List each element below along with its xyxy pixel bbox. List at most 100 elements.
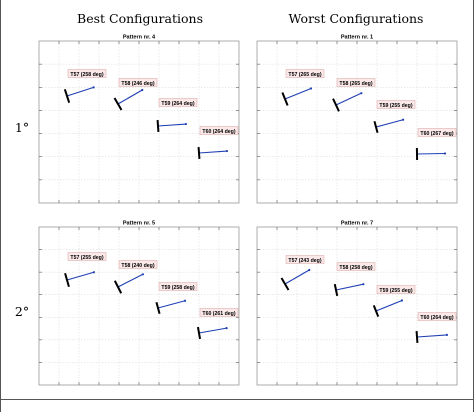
- turbine-58: T58 (265 deg): [332, 78, 376, 112]
- wake-endpoint: [362, 283, 365, 286]
- turbine-label: T57 (265 deg): [288, 72, 321, 78]
- rotor-icon: [280, 277, 290, 291]
- rotor-icon: [373, 120, 379, 134]
- wake-vector: [66, 271, 95, 281]
- turbine-57: T57 (265 deg): [281, 69, 325, 106]
- wake-endpoint: [225, 327, 228, 330]
- turbine-60: T60 (264 deg): [415, 312, 457, 344]
- column-heading-worst: Worst Configurations: [289, 11, 424, 26]
- turbine-57: T57 (243 deg): [280, 255, 325, 291]
- turbine-60: T60 (264 deg): [197, 126, 239, 160]
- turbine-label-box: [376, 285, 416, 294]
- rotor-icon: [197, 146, 201, 160]
- turbine-57: T57 (255 deg): [64, 252, 107, 288]
- turbine-label-box: [376, 100, 416, 109]
- wake-endpoint: [92, 271, 96, 274]
- turbine-label-box: [158, 98, 198, 107]
- rotor-icon: [333, 283, 339, 297]
- rotor-icon: [155, 301, 161, 315]
- turbine-label-box: [118, 260, 158, 269]
- rotor-icon: [415, 330, 419, 344]
- wake-vector: [375, 300, 403, 312]
- rotor-icon: [64, 272, 70, 288]
- turbine-60: T60 (267 deg): [415, 128, 457, 161]
- panel-4: Pattern nr. 7 T57 (243 deg) T58 (258 deg) T…: [256, 221, 458, 386]
- wake-vector: [66, 86, 94, 97]
- turbine-label: T58 (240 deg): [121, 263, 154, 269]
- turbine-label: T58 (258 deg): [339, 265, 372, 271]
- rotor-icon: [113, 97, 123, 111]
- wake-endpoint: [225, 149, 229, 153]
- turbine-label: T59 (255 deg): [379, 288, 412, 294]
- panel-title: Pattern nr. 5: [123, 221, 155, 227]
- turbine-label-box: [118, 78, 158, 87]
- turbine-label-box: [199, 308, 239, 317]
- turbine-label-box: [199, 126, 239, 135]
- panel-title: Pattern nr. 7: [341, 221, 373, 227]
- turbine-label-box: [417, 128, 457, 137]
- turbine-58: T58 (246 deg): [113, 78, 158, 111]
- wake-endpoint: [184, 122, 188, 126]
- wake-vector: [198, 327, 227, 334]
- rotor-icon: [372, 305, 380, 317]
- turbine-59: T59 (255 deg): [373, 100, 416, 134]
- panel-3: Pattern nr. 5 T57 (255 deg) T58 (240 deg) T…: [38, 221, 240, 386]
- panel-title: Pattern nr. 4: [123, 35, 156, 41]
- rotor-icon: [281, 92, 289, 106]
- turbine-label: T57 (243 deg): [288, 258, 321, 264]
- turbine-label: T58 (265 deg): [339, 81, 372, 87]
- wake-vector: [284, 269, 310, 285]
- wake-endpoint: [92, 86, 95, 89]
- column-heading-best: Best Configurations: [77, 11, 203, 26]
- row-heading-1deg: 1°: [15, 120, 29, 135]
- wake-endpoint: [401, 118, 405, 121]
- wake-endpoint: [141, 273, 145, 276]
- wake-vector: [157, 300, 186, 309]
- turbine-label: T59 (255 deg): [379, 103, 412, 109]
- turbine-label: T59 (264 deg): [161, 101, 194, 107]
- turbine-60: T60 (261 deg): [196, 308, 239, 340]
- wake-vector: [335, 283, 364, 291]
- turbine-label-box: [158, 282, 198, 291]
- turbine-label: T60 (261 deg): [202, 311, 235, 317]
- wake-vector: [198, 150, 227, 154]
- turbine-58: T58 (240 deg): [113, 260, 158, 294]
- wake-endpoint: [400, 299, 404, 302]
- turbine-59: T59 (258 deg): [155, 282, 198, 315]
- wake-endpoint: [308, 268, 311, 272]
- panel-title: Pattern nr. 1: [341, 35, 373, 41]
- panel-1: Pattern nr. 4 T57 (258 deg) T58 (246 deg) T…: [38, 35, 240, 204]
- panels-grid: Pattern nr. 4 T57 (258 deg) T58 (246 deg) T…: [38, 35, 458, 386]
- row-heading-2deg: 2°: [15, 304, 29, 319]
- turbine-label-box: [417, 312, 457, 321]
- rotor-icon: [156, 119, 160, 133]
- rotor-icon: [196, 326, 202, 340]
- turbine-label: T59 (258 deg): [161, 285, 194, 291]
- wake-vector: [375, 119, 404, 128]
- wake-vector: [157, 123, 186, 127]
- wake-vector: [416, 334, 447, 338]
- turbine-label-box: [336, 78, 376, 87]
- wake-vector: [335, 92, 362, 106]
- wake-endpoint: [360, 92, 363, 95]
- panel-2: Pattern nr. 1 T57 (265 deg) T58 (265 deg) T…: [256, 35, 458, 204]
- turbine-label: T60 (264 deg): [420, 315, 453, 321]
- turbine-label: T60 (264 deg): [202, 129, 235, 135]
- turbine-59: T59 (255 deg): [372, 285, 416, 317]
- turbine-label-box: [285, 255, 325, 264]
- turbine-label: T60 (267 deg): [420, 131, 453, 137]
- wake-endpoint: [183, 299, 187, 302]
- turbine-label-box: [336, 262, 376, 271]
- turbine-label-box: [67, 252, 107, 261]
- turbine-58: T58 (258 deg): [333, 262, 376, 297]
- wake-endpoint: [443, 152, 447, 155]
- turbine-label: T57 (255 deg): [70, 255, 103, 261]
- rotor-icon: [63, 89, 71, 103]
- wake-vector: [117, 89, 143, 105]
- wake-endpoint: [445, 333, 449, 337]
- turbine-59: T59 (264 deg): [156, 98, 198, 133]
- rotor-icon: [113, 280, 123, 294]
- turbine-label: T58 (246 deg): [121, 81, 154, 87]
- turbine-57: T57 (258 deg): [63, 69, 107, 103]
